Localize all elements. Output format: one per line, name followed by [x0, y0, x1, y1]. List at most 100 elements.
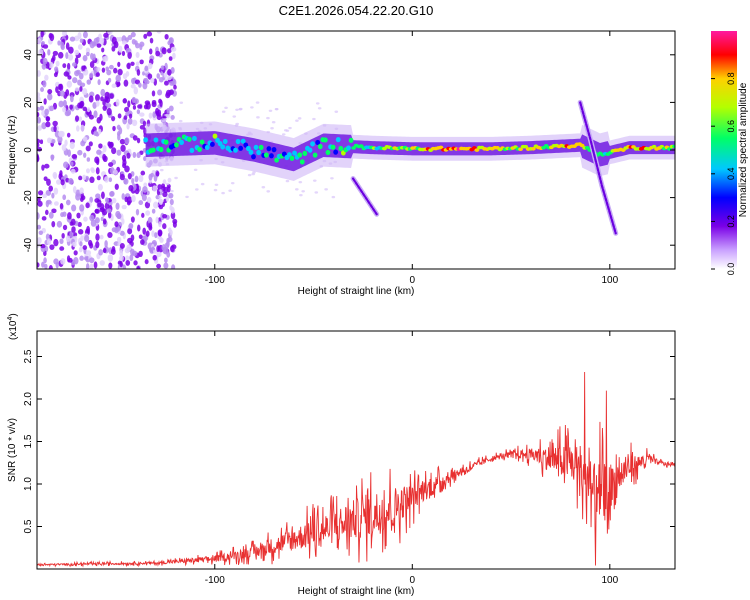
noise-dot: [47, 88, 53, 95]
noise-dot: [47, 49, 51, 56]
noise-dot: [65, 52, 69, 60]
noise-dot: [147, 73, 153, 80]
noise-dot: [166, 75, 172, 81]
noise-dot: [123, 115, 128, 120]
snr-scale-exponent: 4: [7, 317, 14, 321]
noise-dot: [117, 113, 122, 119]
noise-dot: [170, 211, 176, 220]
noise-dot: [71, 204, 77, 212]
band-blob: [220, 144, 226, 150]
spectrogram-xtick-label: -100: [205, 275, 225, 286]
noise-dot: [73, 250, 78, 256]
snr-xtick-label: 100: [601, 575, 618, 586]
noise-dot: [101, 191, 105, 200]
snr-ticks: -100 0 100 0.5 1.0 1.5 2.0 2.5: [23, 331, 675, 586]
noise-dot: [106, 107, 112, 116]
noise-dot: [119, 255, 124, 262]
noise-dot: [108, 162, 114, 167]
noise-dot: [127, 118, 133, 125]
noise-dot: [139, 124, 145, 130]
snr-xtick-label: -100: [205, 575, 225, 586]
noise-dot: [102, 105, 107, 111]
noise-dot: [78, 246, 83, 253]
noise-dot: [109, 191, 114, 197]
noise-dot: [59, 246, 65, 251]
faint-dot: [312, 117, 316, 121]
noise-dot: [78, 175, 83, 181]
noise-dot: [156, 114, 162, 121]
noise-dot: [85, 263, 90, 269]
noise-dot: [48, 61, 54, 69]
band-blob: [199, 139, 205, 145]
noise-dot: [46, 178, 51, 186]
noise-dot: [44, 74, 49, 81]
streak-1-core: [579, 101, 617, 235]
noise-dot: [88, 141, 93, 147]
faint-dot: [255, 101, 260, 104]
noise-dot: [85, 51, 90, 57]
spectrogram-ytick-label: 0: [23, 147, 34, 153]
noise-dot: [117, 61, 121, 67]
faint-dot: [315, 102, 320, 105]
faint-dot: [235, 122, 240, 126]
noise-dot: [127, 35, 133, 41]
noise-dot: [45, 121, 51, 128]
band-blob: [235, 138, 241, 145]
noise-dot: [124, 106, 130, 113]
band-blob: [579, 143, 585, 148]
noise-dot: [168, 192, 174, 199]
noise-dot: [171, 264, 176, 269]
noise-dot: [111, 147, 117, 155]
noise-dot: [107, 77, 112, 83]
faint-dot: [185, 195, 189, 199]
faint-dot: [274, 107, 279, 111]
noise-dot: [102, 99, 106, 106]
noise-dot: [59, 202, 64, 210]
noise-dot: [77, 32, 82, 40]
snr-scale-close: ): [8, 313, 19, 316]
noise-dot: [134, 175, 139, 183]
noise-dot: [111, 46, 116, 52]
noise-dot: [59, 90, 65, 97]
noise-dot: [89, 263, 94, 269]
noise-dot: [141, 194, 147, 202]
noise-dot: [37, 237, 42, 245]
noise-dot: [89, 242, 94, 249]
noise-dot: [125, 111, 130, 117]
noise-dot: [146, 196, 152, 204]
noise-dot: [158, 77, 164, 83]
spectrogram-ytick-label: 20: [23, 96, 34, 108]
band-blob: [312, 152, 318, 158]
noise-dot: [151, 230, 155, 237]
noise-dot: [169, 198, 174, 206]
noise-dot: [37, 142, 40, 148]
noise-dot: [48, 264, 53, 269]
band-blob: [307, 147, 313, 153]
band-blob: [248, 149, 254, 155]
noise-dot: [121, 204, 127, 210]
noise-dot: [38, 230, 43, 236]
band-blob: [269, 153, 274, 159]
noise-dot: [106, 208, 112, 213]
noise-dot: [115, 202, 120, 210]
band-blob: [150, 147, 156, 153]
noise-dot: [132, 151, 137, 159]
noise-dot: [67, 212, 72, 220]
noise-dot: [133, 98, 139, 105]
noise-dot: [77, 149, 83, 156]
noise-dot: [167, 227, 172, 233]
band-blob: [346, 145, 351, 151]
band-blob: [335, 137, 341, 143]
noise-dot: [83, 152, 87, 158]
noise-dot: [63, 99, 67, 108]
noise-dot: [46, 238, 52, 246]
band-blob: [310, 141, 315, 147]
noise-dot: [111, 116, 116, 122]
noise-dot: [44, 108, 49, 116]
noise-dot: [123, 79, 129, 87]
noise-dot: [146, 31, 153, 37]
noise-dot: [99, 37, 105, 44]
noise-dot: [124, 137, 130, 145]
noise-dot: [104, 240, 108, 248]
snr-marks: [37, 371, 675, 568]
